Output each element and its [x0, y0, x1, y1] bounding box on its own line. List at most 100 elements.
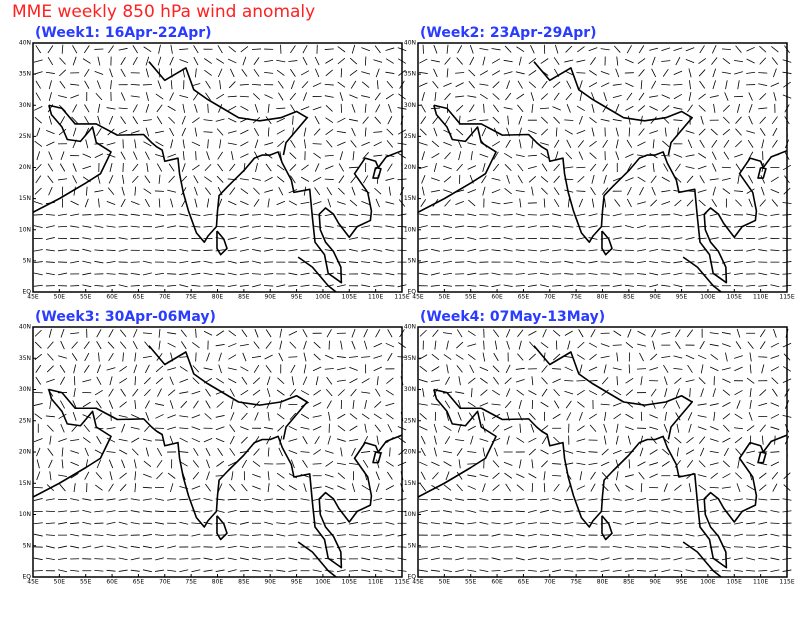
wind-vector: [205, 92, 211, 101]
wind-vector: [650, 175, 657, 184]
wind-vector: [540, 425, 549, 432]
wind-vector: [276, 472, 285, 479]
wind-vector: [734, 390, 743, 396]
wind-vector: [430, 284, 440, 287]
wind-vector: [385, 71, 395, 74]
wind-vector: [480, 377, 488, 384]
wind-vector: [709, 462, 719, 466]
wind-vector: [304, 139, 306, 149]
wind-vector: [70, 260, 80, 264]
wind-vector: [336, 522, 346, 525]
wind-vector: [687, 104, 693, 113]
wind-vector: [758, 472, 767, 479]
wind-vector: [721, 498, 731, 501]
wind-vector: [576, 130, 586, 134]
wind-vector: [419, 413, 427, 420]
wind-vector: [132, 163, 139, 172]
wind-vector: [264, 510, 274, 513]
wind-vector: [616, 56, 619, 66]
wind-vector: [131, 175, 139, 183]
wind-vector: [239, 225, 249, 228]
wind-vector: [432, 80, 439, 89]
wind-vector: [83, 341, 90, 349]
wind-vector: [109, 68, 113, 78]
wind-vector: [420, 471, 426, 480]
wind-vector: [443, 189, 452, 193]
wind-vector: [228, 58, 237, 64]
wind-vector: [348, 569, 359, 572]
wind-vector: [710, 128, 718, 136]
wind-vector: [133, 364, 138, 374]
wind-vector: [120, 68, 126, 77]
wind-vector: [337, 472, 346, 479]
wind-vector: [492, 116, 500, 124]
wind-vector: [169, 400, 174, 409]
wind-vector: [192, 460, 199, 468]
wind-vector: [625, 485, 634, 491]
wind-vector: [503, 426, 513, 431]
wind-vector: [527, 557, 537, 561]
wind-vector: [553, 353, 561, 361]
wind-vector: [600, 461, 610, 467]
wind-vector: [96, 128, 102, 137]
wind-vector: [467, 343, 477, 347]
wind-vector: [479, 48, 489, 51]
wind-vector: [70, 522, 80, 525]
wind-vector: [541, 80, 548, 89]
wind-vector: [652, 162, 655, 173]
wind-vector: [83, 45, 90, 54]
wind-vector: [374, 92, 381, 101]
wind-vector: [312, 176, 322, 182]
wind-vector: [721, 332, 731, 335]
wind-vector: [541, 377, 548, 385]
wind-vector: [58, 355, 67, 359]
wind-vector: [58, 69, 67, 77]
wind-vector: [759, 389, 767, 397]
wind-vector: [179, 213, 189, 217]
wind-vector: [624, 225, 634, 229]
wind-vector: [82, 521, 92, 525]
wind-vector: [758, 356, 768, 358]
wind-vector: [467, 142, 477, 146]
wind-vector: [698, 377, 706, 385]
wind-vector: [540, 401, 549, 408]
wind-vector: [267, 411, 270, 421]
wind-vector: [482, 483, 486, 493]
wind-vector: [432, 329, 439, 337]
wind-vector: [192, 342, 200, 349]
wind-vector: [491, 48, 501, 51]
wind-vector: [689, 80, 691, 90]
wind-vector: [34, 163, 42, 172]
wind-vector: [351, 328, 356, 338]
wind-vector: [627, 435, 631, 445]
wind-vector: [576, 190, 586, 192]
wind-vector: [529, 412, 536, 420]
wind-vector: [688, 423, 692, 433]
wind-vector: [252, 377, 261, 385]
wind-vector: [443, 546, 453, 548]
wind-vector: [661, 83, 671, 86]
wind-vector: [589, 353, 597, 361]
wind-vector: [97, 56, 101, 66]
wind-vector: [121, 459, 126, 469]
wind-vector: [373, 225, 383, 228]
wind-vector: [482, 163, 486, 172]
wind-vector: [82, 509, 92, 513]
wind-vector: [431, 140, 440, 148]
wind-vector: [118, 107, 128, 110]
wind-vector: [72, 104, 78, 113]
wind-vector: [58, 413, 67, 420]
wind-vector: [191, 437, 201, 443]
wind-vector: [337, 425, 346, 432]
wind-vector: [301, 81, 309, 89]
wind-vector: [252, 557, 262, 561]
wind-vector: [540, 176, 549, 183]
wind-vector: [288, 485, 297, 491]
wind-vector: [748, 198, 753, 208]
wind-vector: [455, 522, 465, 525]
wind-vector: [227, 498, 237, 501]
wind-vector: [227, 225, 237, 228]
wind-vector: [443, 272, 453, 276]
wind-vector: [673, 213, 683, 217]
wind-vector: [420, 116, 427, 125]
